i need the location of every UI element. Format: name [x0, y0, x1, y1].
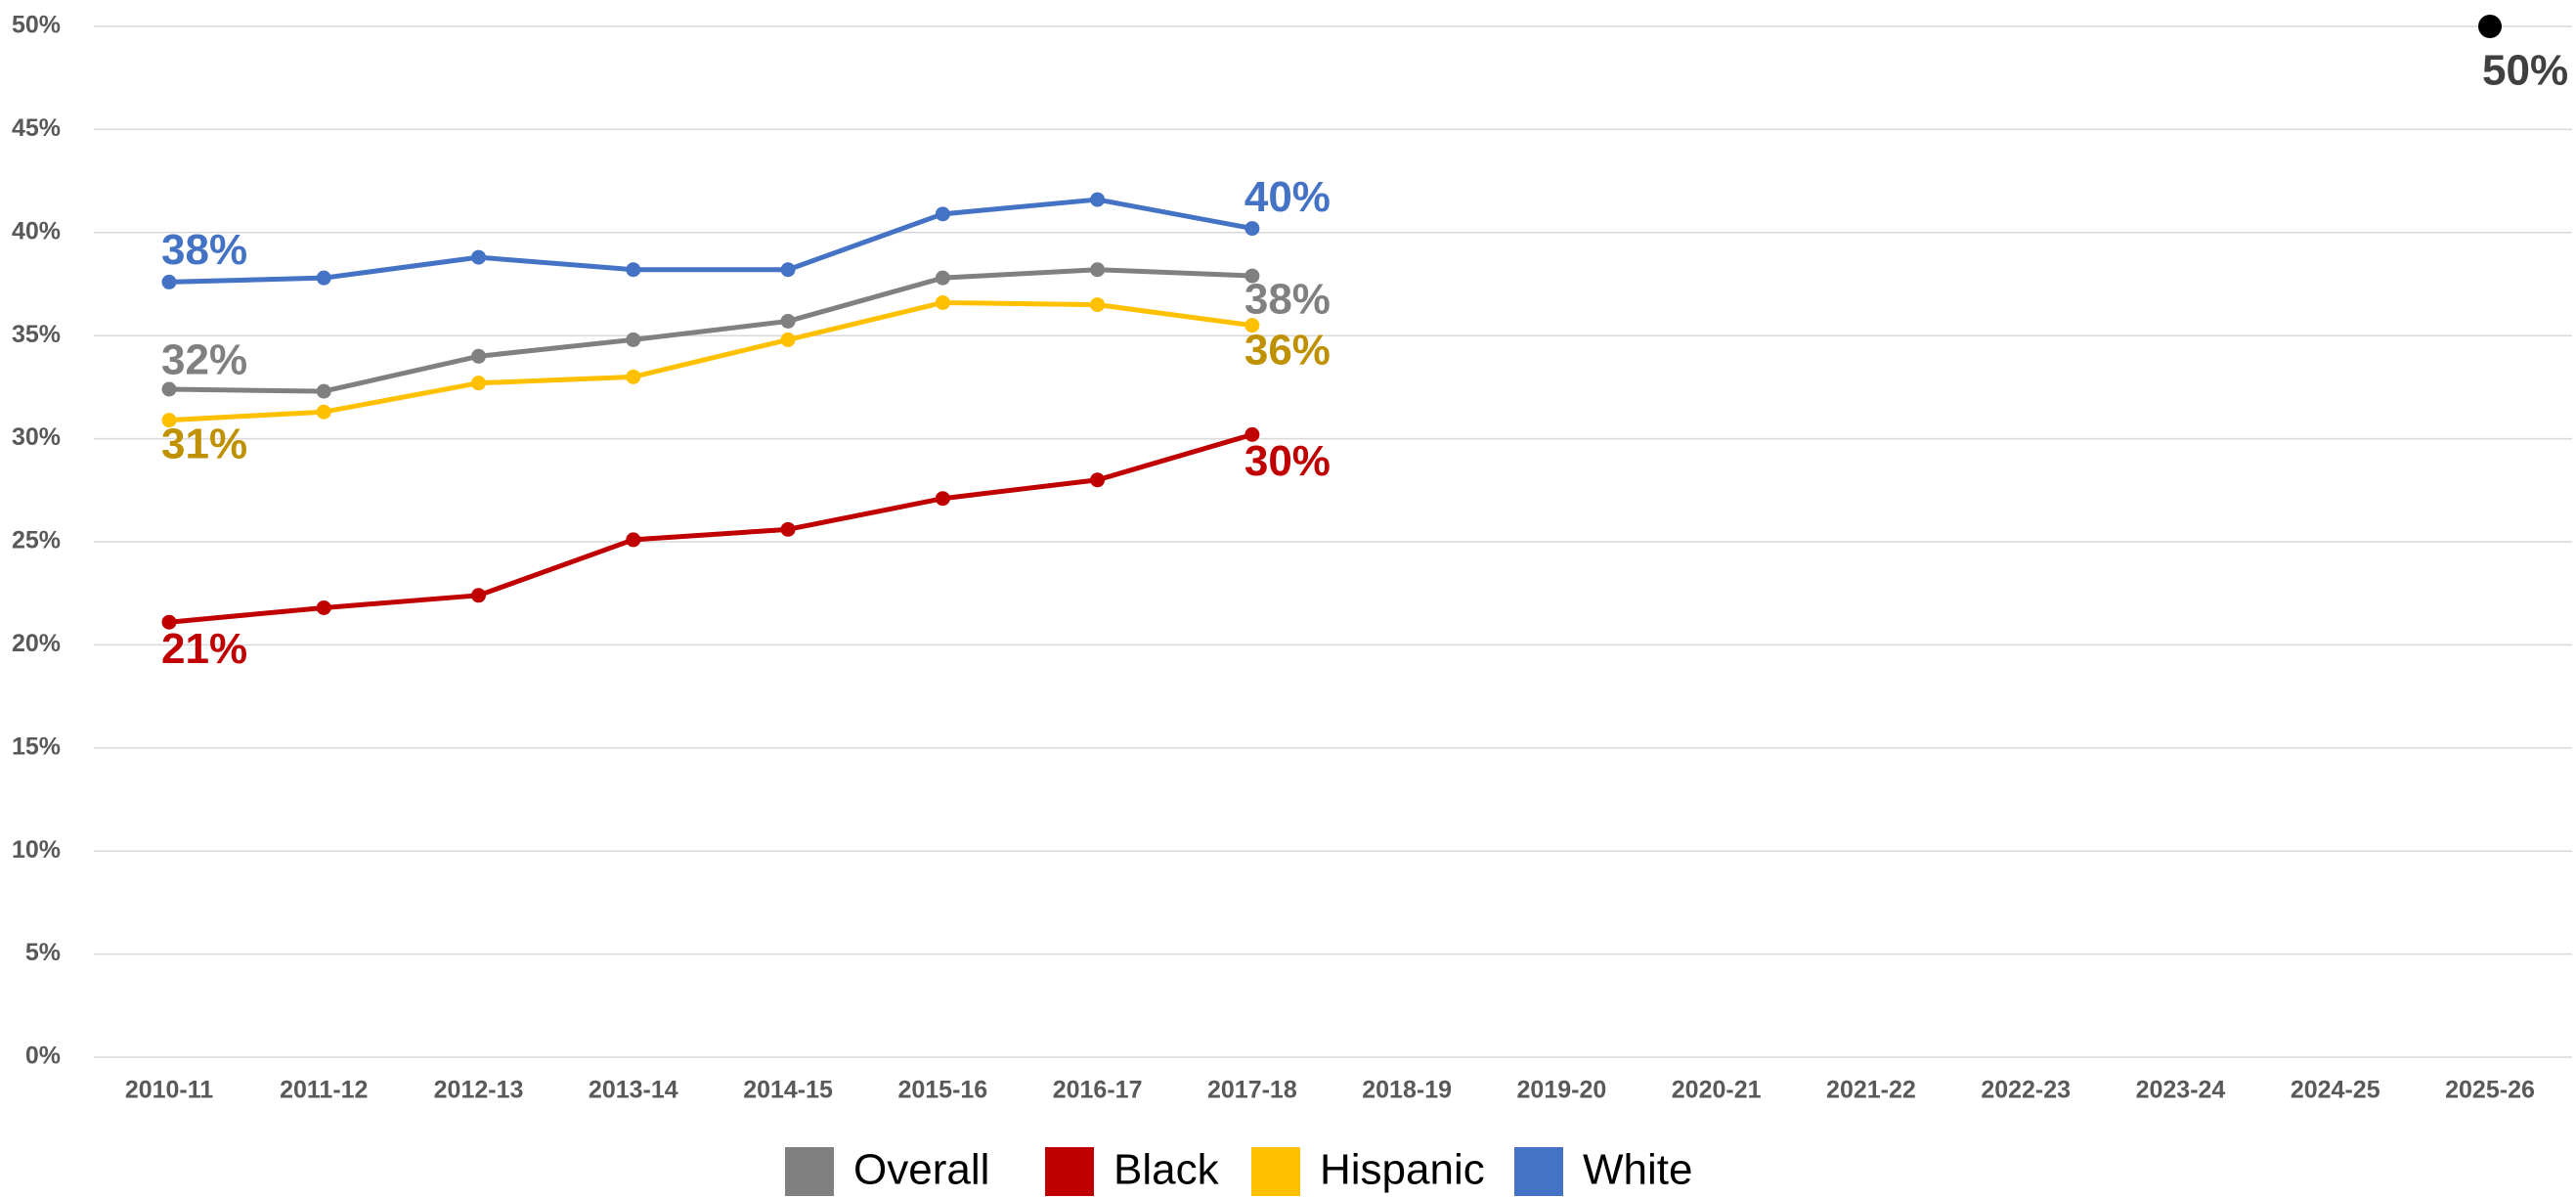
x-tick-label: 2024-25: [2291, 1077, 2380, 1104]
point: [161, 614, 177, 630]
y-tick-label: 35%: [12, 321, 61, 348]
y-tick-label: 50%: [12, 12, 61, 39]
y-tick-label: 20%: [12, 630, 61, 657]
y-tick-label: 5%: [25, 939, 61, 966]
x-tick-label: 2016-17: [1053, 1077, 1143, 1104]
legend-swatch: [1045, 1147, 1094, 1196]
point: [935, 270, 950, 286]
x-tick-label: 2015-16: [897, 1077, 987, 1104]
data-label: 40%: [1244, 173, 1331, 221]
x-tick-label: 2018-19: [1362, 1077, 1452, 1104]
point: [780, 521, 796, 537]
data-label: 32%: [161, 336, 247, 384]
point: [1244, 268, 1260, 284]
point: [316, 404, 331, 420]
point: [161, 413, 177, 428]
point: [626, 369, 641, 384]
data-label: 31%: [161, 420, 247, 467]
point: [780, 313, 796, 329]
point: [1090, 472, 1106, 488]
point: [316, 599, 331, 615]
point: [1090, 297, 1106, 313]
point: [1244, 426, 1260, 442]
y-tick-label: 0%: [25, 1043, 61, 1070]
point: [471, 588, 487, 603]
point: [471, 376, 487, 391]
point: [1090, 262, 1106, 278]
x-tick-label: 2020-21: [1672, 1077, 1762, 1104]
x-tick-label: 2025-26: [2445, 1077, 2535, 1104]
target-point: [2478, 15, 2502, 38]
point: [316, 270, 331, 286]
series-line: [168, 299, 1253, 423]
point: [316, 383, 331, 399]
data-label: 21%: [161, 625, 247, 673]
x-tick-label: 2017-18: [1207, 1077, 1297, 1104]
x-tick-label: 2012-13: [434, 1077, 524, 1104]
y-tick-label: 25%: [12, 527, 61, 555]
y-tick-label: 15%: [12, 732, 61, 760]
point: [161, 381, 177, 397]
point: [1244, 221, 1260, 237]
point: [161, 274, 177, 289]
data-label: 38%: [1244, 276, 1331, 324]
x-tick-label: 2010-11: [125, 1077, 213, 1104]
data-label: 30%: [1244, 437, 1331, 485]
point: [935, 491, 950, 507]
y-tick-label: 45%: [12, 114, 61, 142]
y-tick-label: 30%: [12, 423, 61, 451]
point: [1244, 318, 1260, 333]
data-label: 36%: [1244, 326, 1331, 374]
legend-label: White: [1583, 1146, 1692, 1194]
y-tick-label: 40%: [12, 217, 61, 244]
series-line: [168, 431, 1253, 625]
point: [626, 262, 641, 278]
target-label: 50%: [2482, 47, 2568, 95]
x-tick-label: 2021-22: [1826, 1077, 1916, 1104]
legend-label: Hispanic: [1320, 1146, 1485, 1194]
point: [935, 206, 950, 222]
legend-label: Overall: [853, 1146, 989, 1194]
legend-swatch: [1514, 1147, 1563, 1196]
point: [1090, 192, 1106, 207]
point: [626, 532, 641, 548]
point: [471, 249, 487, 265]
series-line: [168, 197, 1253, 285]
x-tick-label: 2022-23: [1981, 1077, 2071, 1104]
x-tick-label: 2023-24: [2136, 1077, 2226, 1104]
point: [780, 262, 796, 278]
x-tick-label: 2011-12: [280, 1077, 368, 1104]
series-line: [168, 267, 1252, 394]
y-tick-label: 10%: [12, 836, 61, 864]
legend-label: Black: [1113, 1146, 1220, 1194]
point: [471, 348, 487, 364]
point: [935, 294, 950, 310]
x-tick-label: 2013-14: [589, 1077, 678, 1104]
legend-swatch: [785, 1147, 834, 1196]
x-tick-label: 2019-20: [1517, 1077, 1607, 1104]
legend-swatch: [1251, 1147, 1300, 1196]
point: [626, 332, 641, 347]
x-tick-label: 2014-15: [743, 1077, 833, 1104]
data-label: 38%: [161, 226, 247, 274]
point: [780, 332, 796, 347]
